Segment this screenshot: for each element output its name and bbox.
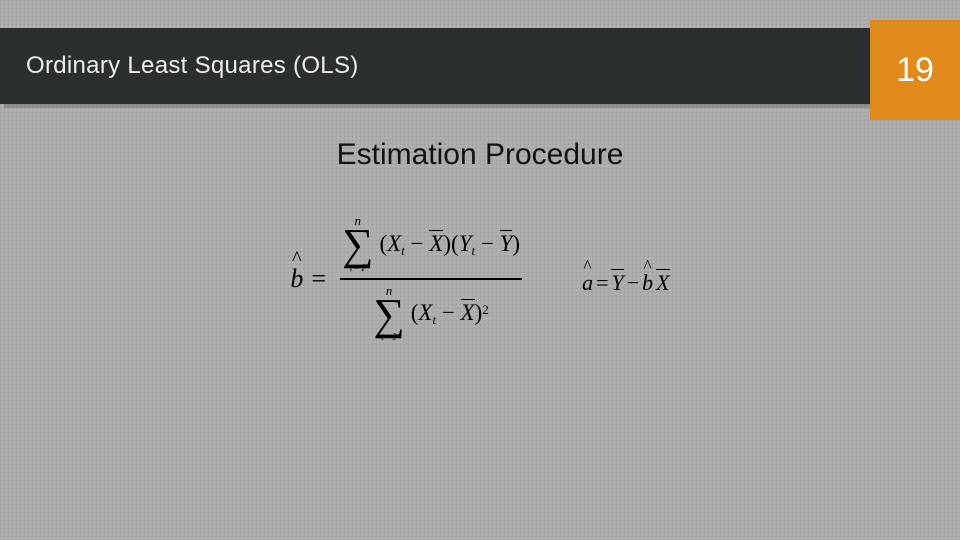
formula-a: a = Y − b X (582, 270, 670, 296)
formula-b-fraction: n ∑ t=1 ( Xt − X ) ( Yt − Y ) (340, 210, 522, 347)
sum-numerator: n ∑ t=1 (342, 214, 373, 274)
x-bar: X (429, 231, 443, 257)
sigma-symbol: ∑ (342, 225, 373, 265)
formula-b-numerator: n ∑ t=1 ( Xt − X ) ( Yt − Y ) (340, 210, 522, 278)
equals-sign-a: = (596, 270, 608, 296)
x-bar-den: X (461, 300, 475, 326)
slide-title: Ordinary Least Squares (OLS) (26, 52, 359, 80)
formula-b-lhs: b = (290, 264, 330, 294)
title-bar: Ordinary Least Squares (OLS) (0, 28, 870, 104)
slide-subtitle: Estimation Procedure (0, 138, 960, 172)
a-hat-symbol: a (582, 270, 593, 296)
sum-lower: t=1 (350, 263, 366, 274)
minus-a: − (627, 270, 639, 296)
b-hat-in-a: b (642, 270, 653, 296)
page-number-badge: 19 (870, 20, 960, 120)
y-bar-a: Y (611, 270, 623, 296)
formula-b-denominator: n ∑ t=1 ( Xt − X ) 2 (371, 280, 490, 348)
equals-sign: = (311, 264, 326, 294)
numerator-expression: ( Xt − X ) ( Yt − Y ) (379, 231, 520, 257)
denominator-expression: ( Xt − X ) 2 (411, 300, 489, 326)
sum-denominator: n ∑ t=1 (373, 284, 404, 344)
b-hat-symbol: b (290, 264, 303, 294)
formula-b: b = n ∑ t=1 ( Xt − X ) ( (290, 210, 522, 347)
sum-lower-den: t=1 (381, 332, 397, 343)
formula-area: b = n ∑ t=1 ( Xt − X ) ( (0, 210, 960, 347)
slide-root: Ordinary Least Squares (OLS) 19 Estimati… (0, 0, 960, 540)
x-bar-a: X (656, 270, 669, 296)
sigma-symbol-den: ∑ (373, 295, 404, 335)
y-bar: Y (500, 231, 513, 257)
